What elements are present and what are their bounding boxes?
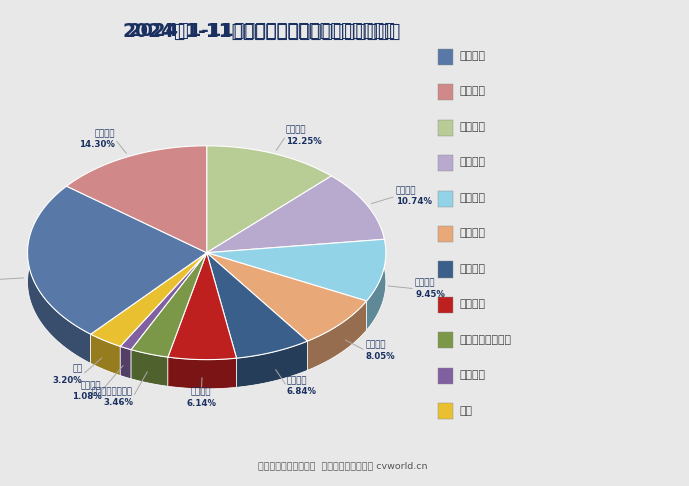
Text: 一汽解放: 一汽解放 bbox=[460, 122, 486, 132]
Text: 宇通集团: 宇通集团 bbox=[460, 157, 486, 167]
Text: 陕汽集团
6.84%: 陕汽集团 6.84% bbox=[287, 376, 317, 397]
Polygon shape bbox=[207, 146, 331, 253]
Text: 徐工汽车: 徐工汽车 bbox=[460, 87, 486, 96]
Text: 北奔重汽: 北奔重汽 bbox=[460, 370, 486, 380]
Text: 中国重汽: 中国重汽 bbox=[460, 193, 486, 203]
Polygon shape bbox=[91, 334, 121, 376]
Polygon shape bbox=[28, 186, 91, 364]
Polygon shape bbox=[131, 349, 168, 386]
Text: 宇通集团
10.74%: 宇通集团 10.74% bbox=[395, 186, 432, 207]
Text: 中国重汽
9.45%: 中国重汽 9.45% bbox=[415, 278, 445, 299]
Text: 三一集团: 三一集团 bbox=[460, 51, 486, 61]
Polygon shape bbox=[207, 253, 307, 358]
Text: 福田汽车: 福田汽车 bbox=[460, 299, 486, 309]
Polygon shape bbox=[67, 146, 207, 253]
Text: 数据来源：交强险统计  制图：第一商用车网 cvworld.cn: 数据来源：交强险统计 制图：第一商用车网 cvworld.cn bbox=[258, 461, 427, 470]
Text: 远程新能源商用车: 远程新能源商用车 bbox=[460, 335, 511, 345]
Polygon shape bbox=[28, 186, 207, 334]
Polygon shape bbox=[121, 347, 131, 379]
Polygon shape bbox=[207, 176, 384, 253]
Polygon shape bbox=[207, 253, 367, 341]
Text: 陕汽集团: 陕汽集团 bbox=[460, 264, 486, 274]
Polygon shape bbox=[236, 341, 307, 387]
Text: 一汽解放
12.25%: 一汽解放 12.25% bbox=[286, 126, 322, 146]
Text: 北奔重汽
1.08%: 北奔重汽 1.08% bbox=[72, 381, 101, 401]
Polygon shape bbox=[121, 253, 207, 349]
Text: 福田汽车
6.14%: 福田汽车 6.14% bbox=[186, 388, 216, 408]
Text: 2024年1-11月充电重卡品牌市场份额占比一览: 2024年1-11月充电重卡品牌市场份额占比一览 bbox=[128, 22, 395, 40]
Polygon shape bbox=[367, 239, 386, 330]
Polygon shape bbox=[91, 253, 207, 347]
Text: 东风公司: 东风公司 bbox=[460, 228, 486, 238]
Text: 2024年1-11月充电重卡品牌市场份额占比一览: 2024年1-11月充电重卡品牌市场份额占比一览 bbox=[123, 22, 401, 41]
Polygon shape bbox=[131, 253, 207, 357]
Polygon shape bbox=[168, 253, 236, 360]
Text: 远程新能源商用车
3.46%: 远程新能源商用车 3.46% bbox=[92, 387, 133, 407]
Polygon shape bbox=[168, 357, 236, 389]
Polygon shape bbox=[307, 301, 367, 370]
Text: 其他: 其他 bbox=[460, 406, 473, 416]
Text: 徐工汽车
14.30%: 徐工汽车 14.30% bbox=[79, 129, 115, 149]
Text: 其他
3.20%: 其他 3.20% bbox=[53, 364, 83, 385]
Text: 东风公司
8.05%: 东风公司 8.05% bbox=[366, 341, 395, 361]
Polygon shape bbox=[207, 239, 386, 301]
